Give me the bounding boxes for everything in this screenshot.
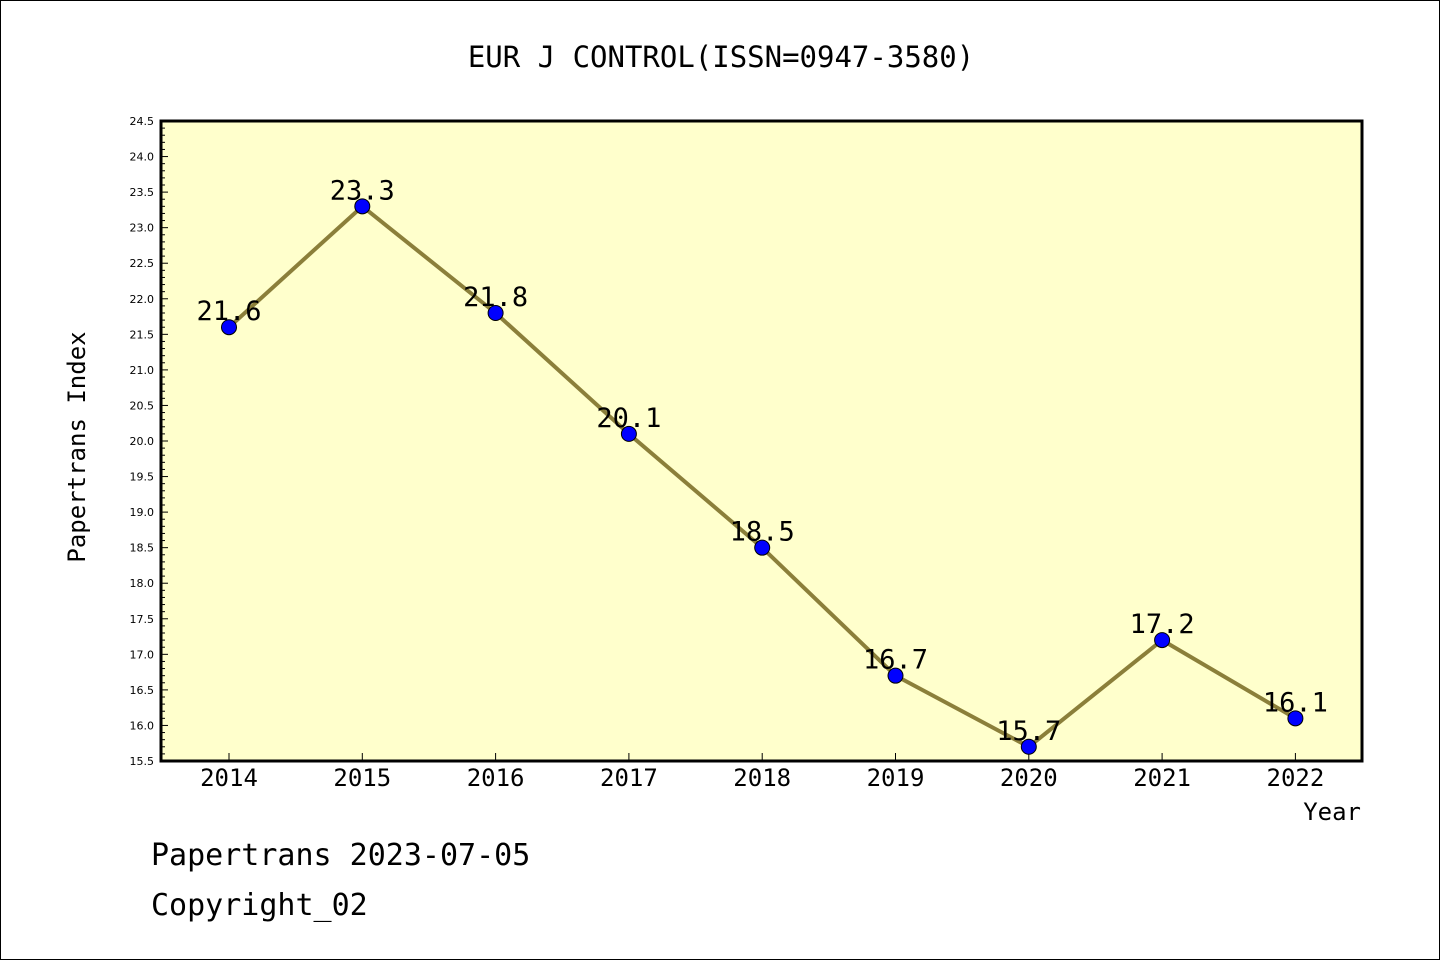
y-tick-label: 15.5 <box>130 755 155 768</box>
x-tick-label: 2016 <box>467 764 525 792</box>
data-label: 15.7 <box>996 716 1061 747</box>
data-label: 21.8 <box>463 282 528 313</box>
data-point <box>620 425 637 442</box>
data-label: 16.1 <box>1263 687 1328 718</box>
data-label: 16.7 <box>863 645 928 676</box>
y-tick-label: 22.0 <box>130 293 155 306</box>
y-tick-label: 20.5 <box>130 399 155 412</box>
y-tick-label: 17.5 <box>130 613 155 626</box>
data-point <box>754 539 771 556</box>
y-axis-title: Papertrans Index <box>63 331 91 562</box>
x-tick-label: 2018 <box>733 764 791 792</box>
y-axis: 15.5 16.0 16.5 17.0 17.5 18.0 18.5 19.0 19.5 20.0… <box>130 115 168 768</box>
x-tick-label: 2022 <box>1267 764 1325 792</box>
data-label: 21.6 <box>196 296 261 327</box>
chart-title: EUR J CONTROL(ISSN=0947-3580) <box>468 40 974 74</box>
y-tick-label: 19.0 <box>130 506 155 519</box>
plot-area <box>159 119 1364 763</box>
y-tick-label: 21.0 <box>130 364 155 377</box>
data-label: 23.3 <box>330 175 395 206</box>
y-tick-label: 18.0 <box>130 577 155 590</box>
data-label-group: 21.6 23.3 21.8 20.1 18.5 16.7 15.7 17.2 16.1 <box>196 175 1327 746</box>
x-axis: 2014 2015 2016 2017 2018 2019 2020 2021 2022 <box>200 753 1324 792</box>
data-point <box>887 667 904 684</box>
data-point <box>1154 632 1171 649</box>
y-tick-label: 19.5 <box>130 471 155 484</box>
x-tick-label: 2021 <box>1133 764 1191 792</box>
data-point <box>487 305 504 321</box>
footer-copyright-text: Copyright_02 <box>151 888 368 923</box>
footer-date-text: Papertrans 2023-07-05 <box>151 838 530 873</box>
x-tick-label: 2020 <box>1000 764 1058 792</box>
x-tick-label: 2017 <box>600 764 658 792</box>
x-axis-title: Year <box>1303 798 1361 826</box>
y-tick-label: 17.0 <box>130 648 155 661</box>
data-point <box>1020 738 1037 755</box>
x-tick-label: 2019 <box>867 764 925 792</box>
y-tick-label: 18.5 <box>130 542 155 555</box>
y-tick-label: 21.5 <box>130 328 155 341</box>
y-tick-label: 16.0 <box>130 719 155 732</box>
y-tick-label: 22.5 <box>130 257 155 270</box>
data-label: 17.2 <box>1130 609 1195 640</box>
y-tick-label: 20.0 <box>130 435 155 448</box>
x-tick-label: 2014 <box>200 764 258 792</box>
y-tick-label: 24.5 <box>130 115 155 128</box>
data-label: 20.1 <box>596 403 661 434</box>
x-tick-label: 2015 <box>333 764 391 792</box>
data-point <box>1287 710 1304 727</box>
data-point <box>354 198 371 215</box>
y-tick-label: 23.0 <box>130 222 155 235</box>
data-label: 18.5 <box>730 517 795 548</box>
series-line-group <box>221 198 1304 755</box>
data-point <box>221 319 237 336</box>
y-tick-label: 16.5 <box>130 684 155 697</box>
y-tick-label: 24.0 <box>130 151 155 164</box>
y-tick-label: 23.5 <box>130 186 155 199</box>
